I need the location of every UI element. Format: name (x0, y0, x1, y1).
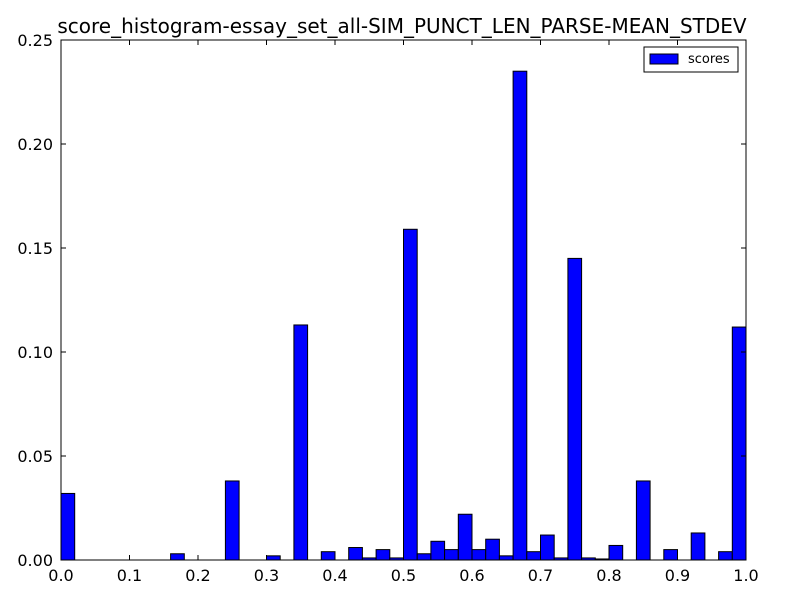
histogram-bar (375, 549, 391, 561)
x-tick-label: 1.0 (733, 566, 758, 585)
histogram-bar (320, 551, 336, 561)
histogram-bar (608, 544, 624, 561)
x-tick-label: 0.2 (185, 566, 210, 585)
histogram-bar (170, 553, 185, 561)
y-tick-label: 0.10 (17, 343, 53, 362)
x-tick-label: 0.5 (391, 566, 416, 585)
y-tick-label: 0.00 (17, 551, 53, 570)
x-tick-label: 0.0 (48, 566, 73, 585)
histogram-bar (416, 553, 432, 561)
legend: scores (643, 46, 739, 73)
histogram-bar (663, 549, 678, 561)
histogram-bar (635, 480, 651, 561)
histogram-bar (731, 326, 747, 561)
histogram-bar (430, 540, 446, 561)
histogram-bar (498, 555, 514, 561)
histogram-bar (403, 228, 418, 561)
histogram-bar (293, 324, 309, 561)
histogram-bar (540, 534, 555, 561)
x-tick-label: 0.4 (322, 566, 347, 585)
y-tick-label: 0.15 (17, 239, 53, 258)
x-tick-label: 0.8 (596, 566, 621, 585)
histogram-bar (512, 70, 528, 561)
x-tick-label: 0.7 (528, 566, 553, 585)
histogram-bar (348, 547, 363, 561)
x-tick-label: 0.1 (117, 566, 142, 585)
histogram-bar (690, 532, 706, 561)
y-tick-label: 0.05 (17, 447, 53, 466)
histogram-bar (457, 513, 473, 561)
y-tick-label: 0.25 (17, 31, 53, 50)
bars-group (60, 70, 747, 561)
x-tick-label: 0.6 (459, 566, 484, 585)
chart-title: score_histogram-essay_set_all-SIM_PUNCT_… (57, 14, 747, 38)
histogram-bar (266, 555, 281, 561)
x-tick-label: 0.9 (665, 566, 690, 585)
y-tick-label: 0.20 (17, 135, 53, 154)
ticks-group: 0.0 0.1 0.2 0.3 0.4 0.5 0.6 0.7 0.8 0.9 1.0 0.00 0.0… (17, 31, 758, 585)
histogram-bar (60, 492, 76, 561)
legend-label: scores (688, 52, 730, 67)
legend-swatch (649, 53, 679, 65)
histogram-bar (471, 549, 487, 561)
histogram-bar (567, 257, 583, 561)
histogram-bar (718, 551, 733, 561)
x-tick-label: 0.3 (254, 566, 279, 585)
histogram-bar (224, 480, 240, 561)
histogram-bar (526, 551, 541, 561)
histogram-bar (485, 538, 500, 561)
histogram-bar (444, 549, 459, 561)
